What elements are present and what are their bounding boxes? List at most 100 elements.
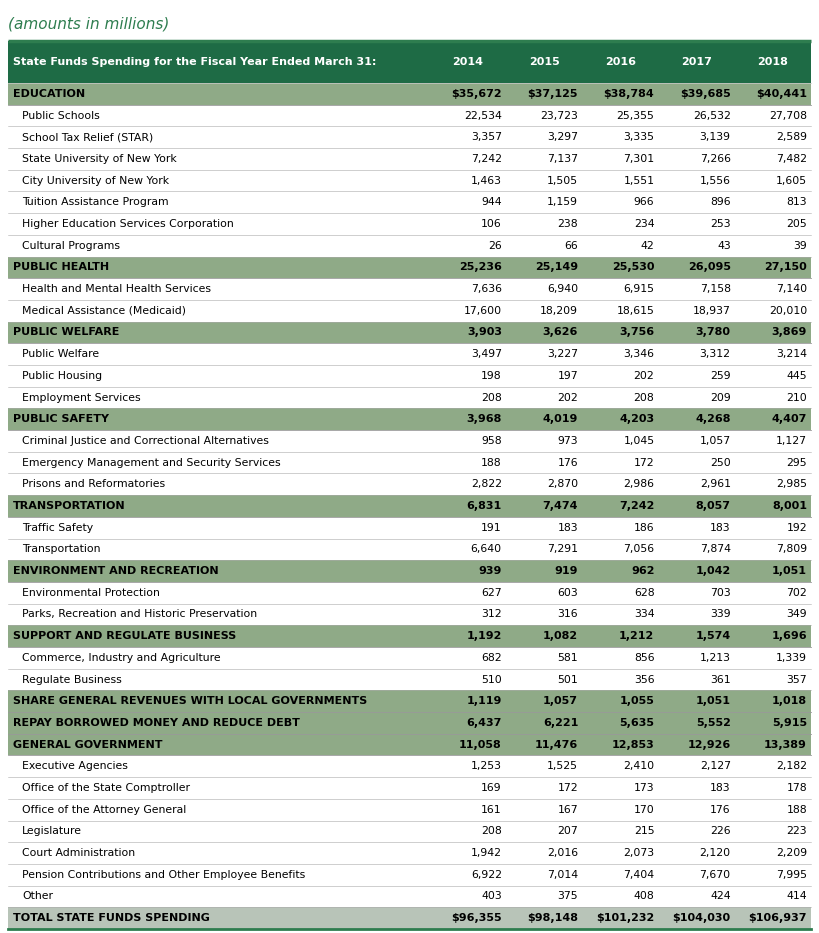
Text: 445: 445 [786, 370, 807, 381]
Text: 172: 172 [558, 783, 578, 793]
Text: 7,158: 7,158 [699, 284, 731, 294]
Text: 26,532: 26,532 [693, 110, 731, 120]
Bar [8, 213, 811, 235]
Text: 6,940: 6,940 [547, 284, 578, 294]
Text: 167: 167 [558, 804, 578, 815]
Text: 703: 703 [710, 588, 731, 598]
Bar [8, 148, 811, 170]
Text: 3,357: 3,357 [471, 132, 502, 142]
Text: $40,441: $40,441 [756, 89, 807, 99]
Text: 3,297: 3,297 [547, 132, 578, 142]
Text: 25,530: 25,530 [612, 262, 654, 272]
Bar [8, 278, 811, 299]
Text: 3,968: 3,968 [467, 414, 502, 425]
Text: 1,551: 1,551 [623, 175, 654, 186]
Text: Legislature: Legislature [22, 827, 82, 836]
Text: 3,626: 3,626 [543, 327, 578, 338]
Text: 944: 944 [482, 197, 502, 207]
Text: 198: 198 [482, 370, 502, 381]
Bar [8, 604, 811, 625]
Text: $39,685: $39,685 [680, 89, 731, 99]
Bar [8, 257, 811, 278]
Text: 209: 209 [710, 393, 731, 402]
Text: Cultural Programs: Cultural Programs [22, 241, 120, 251]
Text: 208: 208 [481, 827, 502, 836]
Text: 18,209: 18,209 [541, 306, 578, 315]
Text: 702: 702 [786, 588, 807, 598]
Bar [8, 647, 811, 669]
Text: 215: 215 [634, 827, 654, 836]
Text: 23,723: 23,723 [541, 110, 578, 120]
Text: 312: 312 [482, 609, 502, 620]
Text: 2015: 2015 [528, 57, 559, 67]
Text: 2,410: 2,410 [623, 761, 654, 772]
Text: 6,915: 6,915 [623, 284, 654, 294]
Text: 1,696: 1,696 [771, 631, 807, 641]
Text: Public Welfare: Public Welfare [22, 349, 99, 359]
Text: 3,214: 3,214 [776, 349, 807, 359]
Text: School Tax Relief (STAR): School Tax Relief (STAR) [22, 132, 153, 142]
Text: 197: 197 [558, 370, 578, 381]
Text: 2,986: 2,986 [623, 480, 654, 489]
Bar [8, 669, 811, 690]
Bar [8, 842, 811, 864]
Text: Public Schools: Public Schools [22, 110, 100, 120]
Text: 22,534: 22,534 [464, 110, 502, 120]
Text: 173: 173 [634, 783, 654, 793]
Text: 12,853: 12,853 [612, 740, 654, 749]
Text: $104,030: $104,030 [672, 913, 731, 923]
Text: $101,232: $101,232 [596, 913, 654, 923]
Text: 226: 226 [710, 827, 731, 836]
Text: 1,463: 1,463 [471, 175, 502, 186]
Text: 2,870: 2,870 [547, 480, 578, 489]
Text: 1,505: 1,505 [547, 175, 578, 186]
Text: 958: 958 [482, 436, 502, 446]
Text: Higher Education Services Corporation: Higher Education Services Corporation [22, 219, 233, 229]
Text: 1,339: 1,339 [776, 653, 807, 662]
Text: State Funds Spending for the Fiscal Year Ended March 31:: State Funds Spending for the Fiscal Year… [13, 57, 377, 67]
Text: 7,809: 7,809 [776, 544, 807, 554]
Text: 188: 188 [786, 804, 807, 815]
Text: 1,253: 1,253 [471, 761, 502, 772]
Text: 11,476: 11,476 [535, 740, 578, 749]
Text: TOTAL STATE FUNDS SPENDING: TOTAL STATE FUNDS SPENDING [13, 913, 210, 923]
Text: 3,497: 3,497 [471, 349, 502, 359]
Text: 202: 202 [634, 370, 654, 381]
Text: 403: 403 [481, 891, 502, 901]
Text: 7,670: 7,670 [699, 870, 731, 880]
Text: 18,937: 18,937 [693, 306, 731, 315]
Text: 11,058: 11,058 [459, 740, 502, 749]
Text: $106,937: $106,937 [749, 913, 807, 923]
Text: Criminal Justice and Correctional Alternatives: Criminal Justice and Correctional Altern… [22, 436, 269, 446]
Text: 183: 183 [558, 522, 578, 533]
Text: PUBLIC SAFETY: PUBLIC SAFETY [13, 414, 109, 425]
Text: Commerce, Industry and Agriculture: Commerce, Industry and Agriculture [22, 653, 220, 662]
Text: Pension Contributions and Other Employee Benefits: Pension Contributions and Other Employee… [22, 870, 305, 880]
Text: 161: 161 [482, 804, 502, 815]
Text: $98,148: $98,148 [527, 913, 578, 923]
Text: 208: 208 [481, 393, 502, 402]
Text: 7,874: 7,874 [699, 544, 731, 554]
Text: 234: 234 [634, 219, 654, 229]
Text: 26,095: 26,095 [688, 262, 731, 272]
Text: 205: 205 [786, 219, 807, 229]
Text: 7,242: 7,242 [471, 154, 502, 164]
Text: 191: 191 [482, 522, 502, 533]
Bar [8, 322, 811, 343]
Text: 408: 408 [634, 891, 654, 901]
Text: 3,139: 3,139 [699, 132, 731, 142]
Text: Environmental Protection: Environmental Protection [22, 588, 160, 598]
Text: 1,127: 1,127 [776, 436, 807, 446]
Text: 2016: 2016 [604, 57, 636, 67]
Text: 26: 26 [488, 241, 502, 251]
Bar [8, 104, 811, 126]
Bar [8, 885, 811, 907]
Text: TRANSPORTATION: TRANSPORTATION [13, 501, 125, 511]
Text: 2,822: 2,822 [471, 480, 502, 489]
Text: 7,137: 7,137 [547, 154, 578, 164]
Text: 42: 42 [640, 241, 654, 251]
Bar [8, 517, 811, 538]
Text: 3,227: 3,227 [547, 349, 578, 359]
Text: 973: 973 [558, 436, 578, 446]
Text: 27,708: 27,708 [769, 110, 807, 120]
